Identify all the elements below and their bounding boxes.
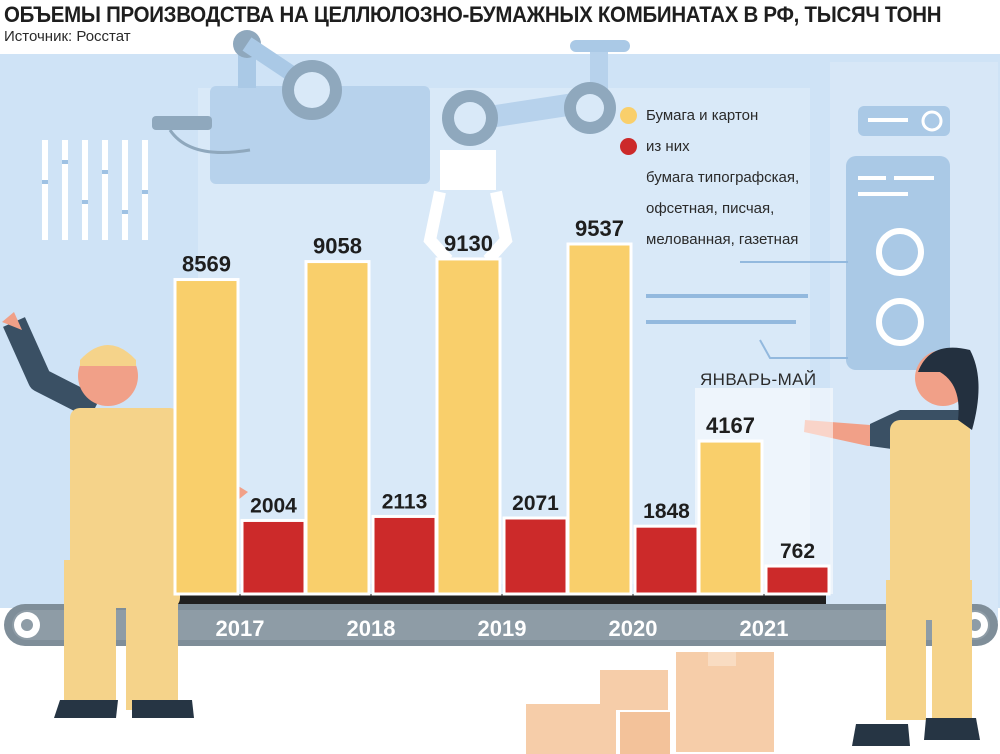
gauge-icon <box>876 298 924 346</box>
bar-printing-paper-2021 <box>764 564 831 596</box>
conveyor-belt <box>4 594 998 646</box>
worker-man-illustration <box>2 312 248 718</box>
data-label-paper-cardboard-2017: 8569 <box>182 252 231 277</box>
bar-paper-cardboard-2020 <box>566 242 633 596</box>
bars-layer: 8569 2004 2017 9058 2113 2018 9130 2071 2019 9537… <box>173 216 833 641</box>
bar-printing-paper-2019 <box>502 516 569 596</box>
legend-label: Бумага и картон <box>646 107 759 124</box>
bar-paper-cardboard-2021 <box>697 439 764 596</box>
bar-paper-cardboard-2018 <box>304 260 371 596</box>
data-label-paper-cardboard-2019: 9130 <box>444 231 493 256</box>
legend-swatch-red <box>620 138 637 155</box>
x-tick-label-2021: 2021 <box>740 616 789 641</box>
data-label-printing-paper-2021: 762 <box>780 540 815 563</box>
period-annotation: ЯНВАРЬ-МАЙ <box>700 370 817 389</box>
x-tick-label-2019: 2019 <box>478 616 527 641</box>
worker-woman-illustration <box>804 347 980 746</box>
bar-paper-cardboard-2017 <box>173 278 240 596</box>
data-label-paper-cardboard-2020: 9537 <box>575 216 624 241</box>
bar-printing-paper-2020 <box>633 524 700 596</box>
control-panel-screen <box>846 156 950 370</box>
cardboard-boxes <box>526 652 774 754</box>
x-tick-label-2020: 2020 <box>609 616 658 641</box>
dial-icon <box>921 110 943 132</box>
data-label-printing-paper-2017: 2004 <box>250 494 297 517</box>
legend-label-continued: офсетная, писчая, <box>646 200 775 217</box>
chart-title: ОБЪЕМЫ ПРОИЗВОДСТВА НА ЦЕЛЛЮЛОЗНО-БУМАЖН… <box>4 2 942 27</box>
legend: Бумага и картон из них бумага типографск… <box>620 100 799 255</box>
level-indicators <box>42 140 148 240</box>
legend-item-paper-cardboard: Бумага и картон <box>620 100 799 131</box>
robot-arm-center <box>423 40 630 265</box>
legend-label: из них <box>646 138 690 155</box>
bar-printing-paper-2018 <box>371 514 438 596</box>
legend-swatch-yellow <box>620 107 637 124</box>
bar-printing-paper-2017 <box>240 518 307 596</box>
bar-paper-cardboard-2019 <box>435 257 502 596</box>
data-label-paper-cardboard-2018: 9058 <box>313 234 362 259</box>
legend-item-printing-paper: из них <box>620 131 799 162</box>
gauge-icon <box>876 228 924 276</box>
x-tick-label-2018: 2018 <box>347 616 396 641</box>
data-label-printing-paper-2019: 2071 <box>512 492 559 515</box>
legend-label-continued: бумага типографская, <box>646 169 800 186</box>
data-label-printing-paper-2018: 2113 <box>382 490 428 513</box>
x-tick-label-2017: 2017 <box>216 616 265 641</box>
data-label-printing-paper-2020: 1848 <box>643 500 690 523</box>
robot-arm-left <box>152 30 430 184</box>
source-note: Источник: Росстат <box>4 28 131 45</box>
legend-label-continued: мелованная, газетная <box>646 231 799 248</box>
data-label-paper-cardboard-2021: 4167 <box>706 413 755 438</box>
